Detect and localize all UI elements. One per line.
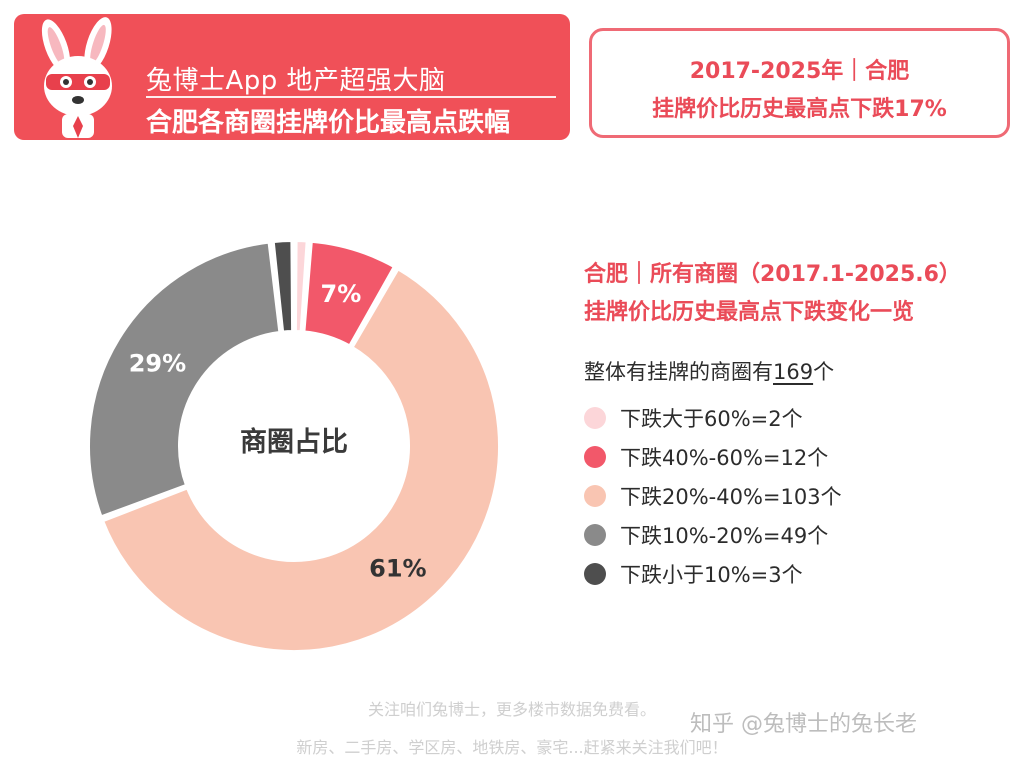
zhihu-watermark: 知乎 @兔博士的兔长老 <box>690 712 917 737</box>
legend-item-3: 下跌10%-20%=49个 <box>584 515 842 554</box>
donut-center-label: 商圈占比 <box>240 427 348 458</box>
legend-label: 下跌10%-20%=49个 <box>620 523 829 548</box>
rabbit-mascot-icon <box>41 17 112 138</box>
summary-box: 2017-2025年｜合肥 挂牌价比历史最高点下跌17% <box>589 28 1010 138</box>
header-banner: 兔博士App 地产超强大脑 合肥各商圈挂牌价比最高点跌幅 <box>14 14 570 140</box>
chart-title-line1: 合肥｜所有商圈（2017.1-2025.6） <box>584 262 961 287</box>
legend-label: 下跌40%-60%=12个 <box>620 445 829 470</box>
total-number: 169 <box>773 360 814 384</box>
legend-item-1: 下跌40%-60%=12个 <box>584 437 842 476</box>
legend-item-4: 下跌小于10%=3个 <box>584 554 842 593</box>
slice-pct-label-2: 61% <box>369 555 426 583</box>
banner-divider <box>146 96 556 98</box>
summary-period: 2017-2025年｜合肥 <box>689 59 910 84</box>
total-prefix: 整体有挂牌的商圈有 <box>584 360 773 384</box>
slice-pct-label-3: 29% <box>129 350 186 378</box>
banner-subtitle: 兔博士App 地产超强大脑 <box>146 66 446 96</box>
footer-line1: 关注咱们兔博士，更多楼市数据免费看。 <box>367 700 656 719</box>
legend-label: 下跌大于60%=2个 <box>620 406 803 431</box>
donut-chart: 7% 61% 29% <box>86 237 502 654</box>
footer-line2: 新房、二手房、学区房、地铁房、豪宅...赶紧来关注我们吧！ <box>296 738 728 757</box>
donut-slice-2 <box>99 265 502 654</box>
legend-item-2: 下跌20%-40%=103个 <box>584 476 842 515</box>
donut-slice-4 <box>270 237 296 335</box>
summary-headline: 挂牌价比历史最高点下跌17% <box>652 97 947 122</box>
legend-label: 下跌20%-40%=103个 <box>620 484 842 509</box>
chart-title: 合肥｜所有商圈（2017.1-2025.6） 挂牌价比历史最高点下跌变化一览 <box>584 256 961 332</box>
slice-pct-label-1: 7% <box>321 280 362 308</box>
total-count: 整体有挂牌的商圈有169个 <box>584 356 834 386</box>
legend-dot-icon <box>584 523 606 546</box>
legend-dot-icon <box>584 562 606 585</box>
legend-item-0: 下跌大于60%=2个 <box>584 398 842 437</box>
chart-title-line2: 挂牌价比历史最高点下跌变化一览 <box>584 300 915 325</box>
chart-legend: 下跌大于60%=2个下跌40%-60%=12个 下跌20%-40%=103个 下跌1… <box>584 398 842 593</box>
legend-dot-icon <box>584 406 606 429</box>
total-suffix: 个 <box>813 360 835 384</box>
legend-dot-icon <box>584 484 606 507</box>
legend-dot-icon <box>584 445 606 468</box>
legend-label: 下跌小于10%=3个 <box>620 562 803 587</box>
banner-title: 合肥各商圈挂牌价比最高点跌幅 <box>146 108 511 138</box>
donut-slice-1 <box>301 238 398 350</box>
donut-slice-3 <box>86 239 283 521</box>
